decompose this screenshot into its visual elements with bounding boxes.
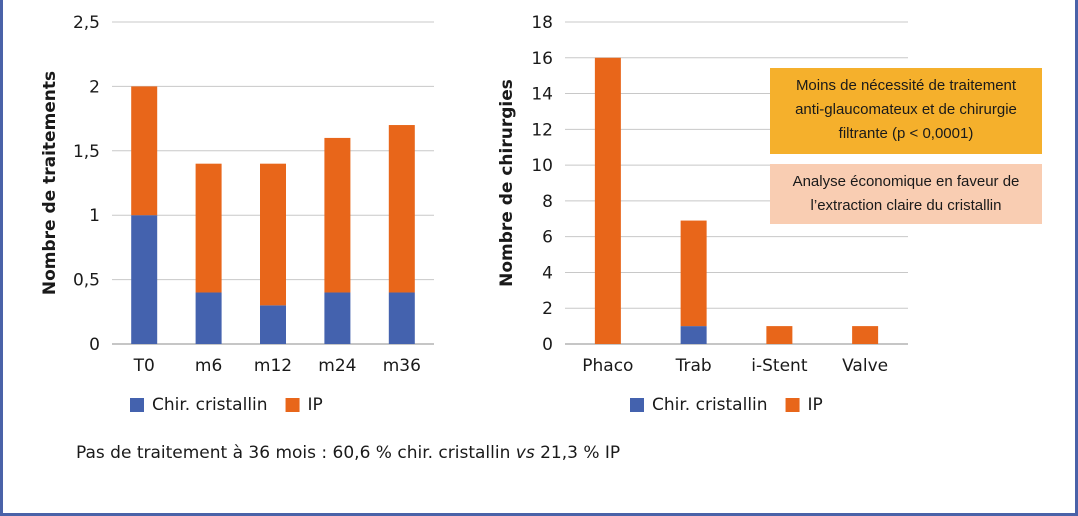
x-tick-label: m6 — [195, 356, 222, 376]
annotation-line: anti-glaucomateux et de chirurgie — [795, 101, 1017, 118]
y-tick-label: 1 — [89, 206, 100, 226]
x-tick-label: m36 — [383, 356, 421, 376]
x-tick-label: Valve — [842, 356, 888, 376]
bar-ip — [852, 326, 879, 344]
bar-chir — [680, 326, 707, 344]
annotation-box-treatment: Moins de nécessité de traitement anti-gl… — [770, 68, 1042, 154]
annotation-box-economic: Analyse économique en faveur de l’extrac… — [770, 164, 1042, 224]
legend-label: IP — [308, 395, 323, 415]
x-tick-label: Trab — [675, 356, 712, 376]
footer-text-before: Pas de traitement à 36 mois : 60,6 % chi… — [76, 443, 516, 463]
bar-ip — [131, 86, 158, 216]
y-axis-label: Nombre de traitements — [40, 71, 60, 295]
legend-swatch — [630, 398, 644, 412]
legend-swatch — [130, 398, 144, 412]
bar-chir — [260, 305, 286, 344]
annotation-line: l’extraction claire du cristallin — [810, 197, 1002, 214]
x-tick-label: i-Stent — [751, 356, 808, 376]
y-tick-label: 18 — [531, 13, 553, 33]
bar-chir — [324, 292, 351, 344]
y-tick-label: 0,5 — [73, 271, 100, 291]
y-tick-label: 2 — [542, 299, 553, 319]
footer-text-italic: vs — [515, 443, 535, 463]
y-tick-label: 10 — [531, 156, 553, 176]
legend-label: IP — [808, 395, 823, 415]
bar-ip — [766, 326, 793, 344]
y-tick-label: 12 — [531, 120, 553, 140]
annotation-line: Analyse économique en faveur de — [792, 173, 1020, 190]
bar-ip — [680, 220, 707, 327]
y-tick-label: 16 — [531, 49, 553, 69]
x-tick-label: T0 — [133, 356, 155, 376]
legend-swatch — [285, 398, 300, 412]
y-tick-label: 0 — [89, 335, 100, 355]
bar-ip — [195, 163, 222, 293]
y-axis-label: Nombre de chirurgies — [497, 79, 517, 287]
bar-chir — [388, 292, 415, 344]
bar-ip — [260, 163, 286, 306]
y-tick-label: 6 — [542, 228, 553, 248]
legend-label: Chir. cristallin — [652, 395, 768, 415]
y-tick-label: 0 — [542, 335, 553, 355]
bar-chir — [195, 292, 222, 344]
footer-text-after: 21,3 % IP — [534, 443, 621, 463]
bar-ip — [594, 57, 621, 345]
x-tick-label: Phaco — [582, 356, 633, 376]
bar-chir — [131, 215, 158, 344]
footer-note: Pas de traitement à 36 mois : 60,6 % chi… — [76, 443, 620, 463]
y-tick-label: 14 — [531, 85, 553, 105]
y-tick-label: 8 — [542, 192, 553, 212]
bar-ip — [324, 137, 351, 293]
annotation-line: Moins de nécessité de traitement — [795, 77, 1017, 94]
annotation-line: filtrante (p < 0,0001) — [838, 125, 974, 142]
legend-swatch — [785, 398, 800, 412]
x-tick-label: m24 — [318, 356, 356, 376]
x-tick-label: m12 — [254, 356, 292, 376]
y-tick-label: 4 — [542, 263, 553, 283]
y-tick-label: 2,5 — [73, 13, 100, 33]
y-tick-label: 2 — [89, 77, 100, 97]
bar-ip — [388, 125, 415, 293]
legend-label: Chir. cristallin — [152, 395, 268, 415]
y-tick-label: 1,5 — [73, 142, 100, 162]
